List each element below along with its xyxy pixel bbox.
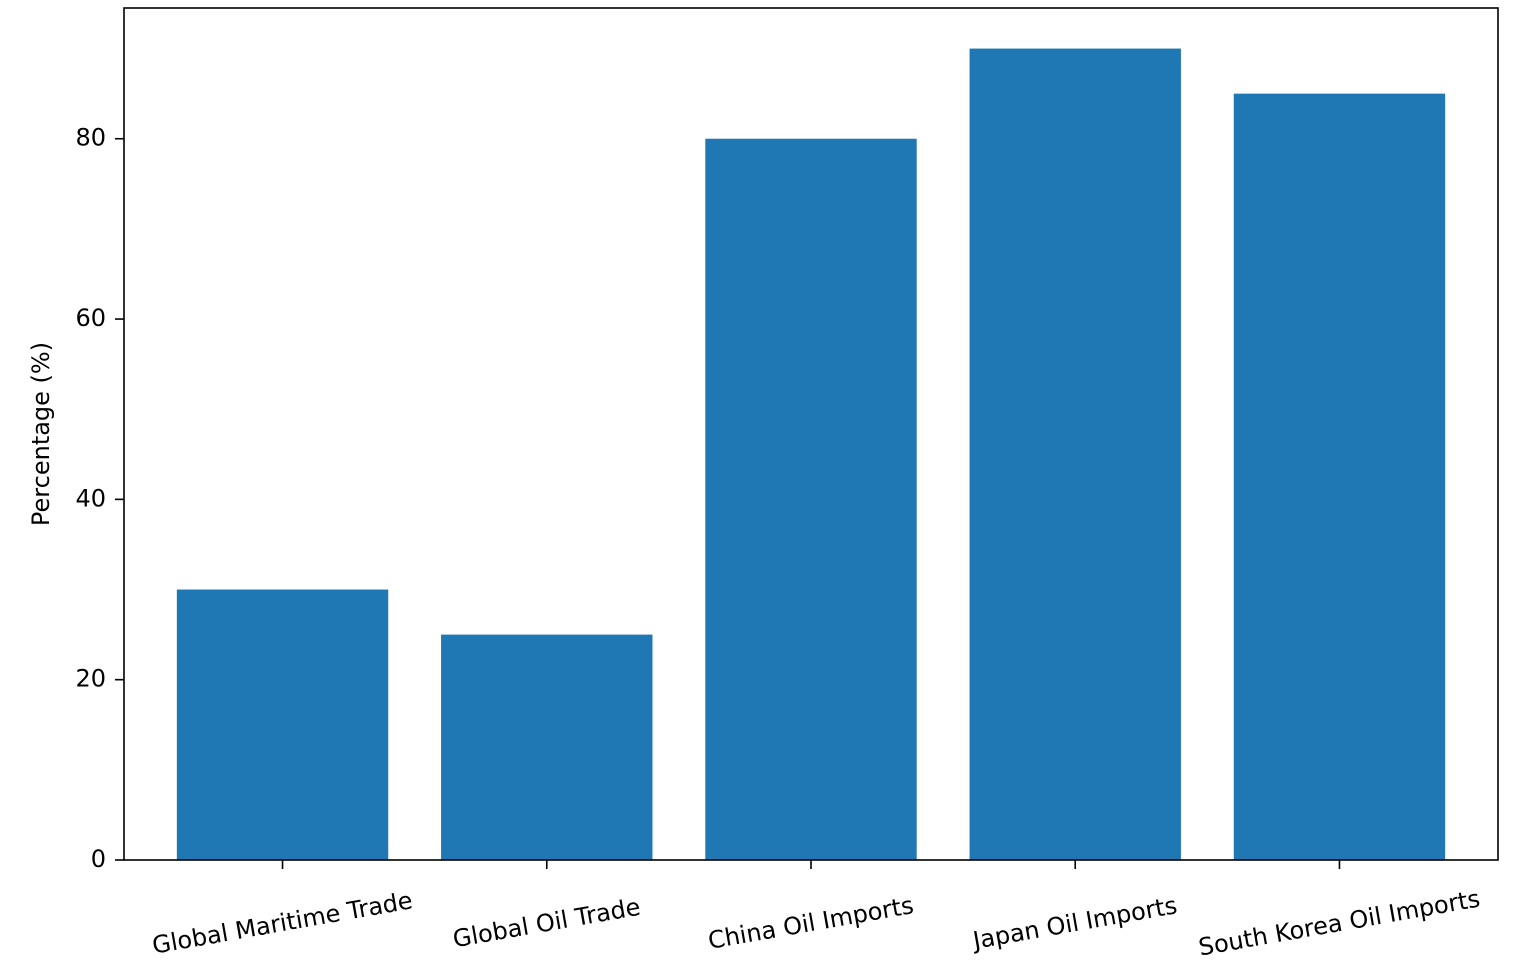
y-tick-label-0: 0 <box>91 845 106 873</box>
bar-2 <box>705 138 917 860</box>
y-axis-ticks: 0 20 40 60 80 <box>75 124 124 873</box>
y-tick-label-3: 60 <box>75 304 106 332</box>
bar-0 <box>176 589 389 860</box>
bar-4 <box>1233 93 1446 860</box>
y-axis-label: Percentage (%) <box>27 342 55 526</box>
bars-group <box>176 48 1446 861</box>
y-tick-label-4: 80 <box>75 124 106 152</box>
y-tick-label-2: 40 <box>75 484 106 512</box>
y-tick-label-1: 20 <box>75 665 106 693</box>
bar-1 <box>441 634 653 860</box>
bar-3 <box>969 48 1181 861</box>
plot-frame <box>123 7 1499 861</box>
